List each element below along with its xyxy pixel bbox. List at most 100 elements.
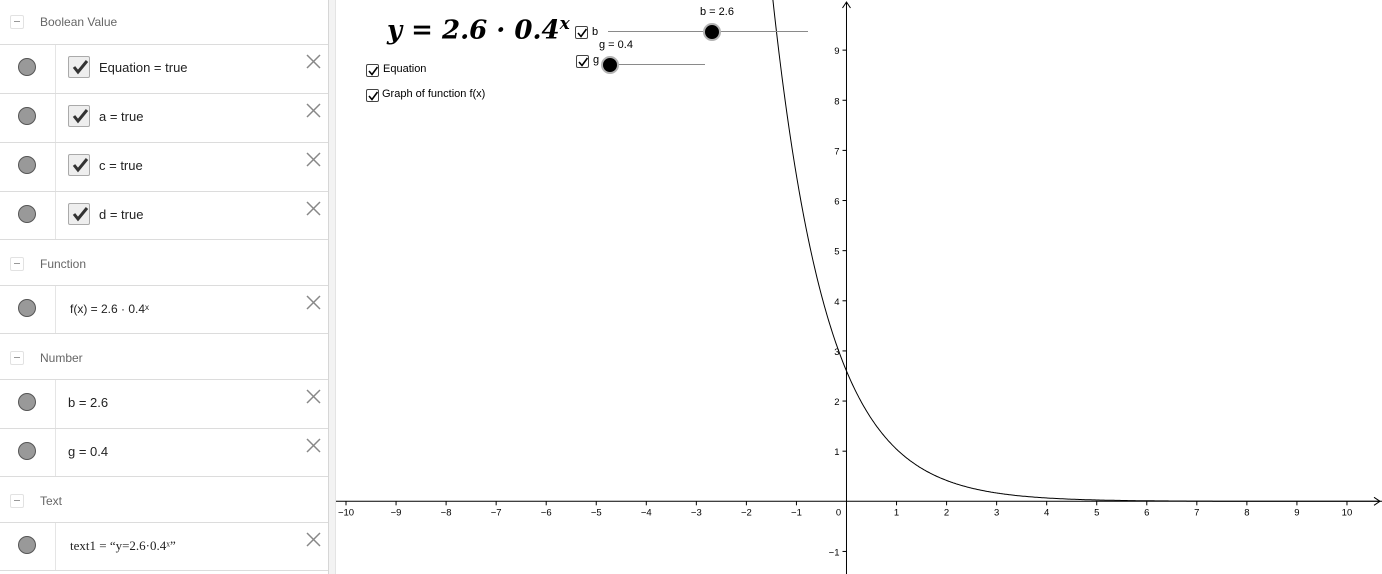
check-icon [72,207,89,222]
visibility-toggle-marble[interactable] [18,536,36,554]
checkbox-equation[interactable] [68,56,90,78]
algebra-row-text1[interactable]: text1 = “y=2.6·0.4ˣ” [0,522,328,571]
y-tick-label: 6 [834,197,839,208]
slider-b-label: b [592,26,599,38]
slider-g-value: g = 0.4 [599,39,633,51]
slider-b-value: b = 2.6 [700,6,734,18]
x-tick-label: −1 [791,507,802,518]
function-curve-f[interactable] [771,0,1382,502]
y-tick-label: 4 [834,297,839,308]
delete-icon[interactable] [305,200,322,217]
x-tick-label: 8 [1244,507,1249,518]
x-tick-label: 7 [1194,507,1199,518]
x-tick-label: −10 [338,507,354,518]
y-tick-label: 8 [834,96,839,107]
equation-exponent: x [559,14,570,34]
y-tick-label: 5 [834,247,839,258]
algebra-row-a[interactable]: a = true [0,93,328,142]
x-tick-label: −6 [541,507,552,518]
y-axis-arrow [842,1,851,9]
group-label-text: Text [40,494,63,508]
equation-text[interactable]: y = 2.6 · 0.4x [387,14,570,46]
visibility-toggle-marble[interactable] [18,58,36,76]
marble-column [0,143,56,191]
x-tick-label: 5 [1094,507,1099,518]
row-text: Equation = true [99,60,188,75]
checkbox-equation-label: Equation [383,63,427,75]
algebra-row-g[interactable]: g = 0.4 [0,428,328,477]
collapse-icon[interactable] [10,494,24,508]
algebra-row-f[interactable]: f(x) = 2.6 · 0.4ˣ [0,285,328,334]
x-tick-label: 6 [1144,507,1149,518]
visibility-toggle-marble[interactable] [18,156,36,174]
marble-column [0,380,56,428]
y-tick-label: 3 [834,347,839,358]
checkbox-c[interactable] [68,154,90,176]
y-tick-label: 2 [834,397,839,408]
collapse-icon[interactable] [10,351,24,365]
slider-b-knob[interactable] [703,23,721,41]
graph-canvas[interactable]: −10 −9 −8 −7 −6 −5 −4 −3 −2 −1 0 1 2 3 4 5 6 7 8 9 10−112345… [336,0,1382,574]
visibility-toggle-marble[interactable] [18,393,36,411]
x-tick-label: −8 [441,507,452,518]
marble-column [0,94,56,142]
x-tick-label: −3 [691,507,702,518]
delete-icon[interactable] [305,102,322,119]
group-label-boolean: Boolean Value [40,15,118,29]
row-text: g = 0.4 [68,444,109,459]
x-tick-label: −4 [641,507,652,518]
x-tick-label: −7 [491,507,502,518]
group-label-number: Number [40,351,83,365]
visibility-toggle-marble[interactable] [18,442,36,460]
delete-icon[interactable] [305,53,322,70]
row-text: b = 2.6 [68,395,109,410]
slider-g-knob[interactable] [601,56,619,74]
collapse-icon[interactable] [10,15,24,29]
check-icon [72,60,89,75]
visibility-toggle-marble[interactable] [18,205,36,223]
checkbox-d[interactable] [68,203,90,225]
visibility-toggle-marble[interactable] [18,107,36,125]
group-header-number: Number [0,336,328,380]
x-tick-label: 0 [836,507,841,518]
delete-icon[interactable] [305,531,322,548]
algebra-row-equation[interactable]: Equation = true [0,44,328,93]
visibility-toggle-marble[interactable] [18,299,36,317]
x-tick-label: 1 [894,507,899,518]
x-tick-label: −2 [741,507,752,518]
marble-column [0,286,56,333]
x-tick-label: −9 [391,507,402,518]
row-text: a = true [99,109,144,124]
x-tick-label: 3 [994,507,999,518]
check-icon [368,66,379,76]
panel-divider[interactable] [329,0,336,574]
x-tick-label: 10 [1342,507,1353,518]
delete-icon[interactable] [305,151,322,168]
row-text: f(x) = 2.6 · 0.4ˣ [70,302,149,316]
checkbox-graph-label: Graph of function f(x) [382,88,486,100]
y-tick-label: 7 [834,146,839,157]
equation-base-text: y = 2.6 · 0.4 [387,15,560,46]
check-icon [72,158,89,173]
slider-g-visibility-checkbox[interactable] [576,55,589,68]
check-icon [578,57,589,67]
algebra-row-b[interactable]: b = 2.6 [0,379,328,428]
x-tick-label: 9 [1294,507,1299,518]
slider-g-track[interactable] [610,64,705,65]
x-tick-label: 4 [1044,507,1049,518]
delete-icon[interactable] [305,294,322,311]
row-text: c = true [99,158,143,173]
row-text: d = true [99,207,144,222]
graphics-view[interactable]: −10 −9 −8 −7 −6 −5 −4 −3 −2 −1 0 1 2 3 4 5 6 7 8 9 10 −1 1 2 3 4 5… [336,0,1382,574]
slider-b-visibility-checkbox[interactable] [575,26,588,39]
checkbox-graph-graphics[interactable] [366,89,379,102]
slider-g-label: g [593,54,600,66]
collapse-icon[interactable] [10,257,24,271]
algebra-row-c[interactable]: c = true [0,142,328,191]
checkbox-equation-graphics[interactable] [366,64,379,77]
y-tick-label: −1 [829,547,840,558]
algebra-row-d[interactable]: d = true [0,191,328,240]
delete-icon[interactable] [305,437,322,454]
checkbox-a[interactable] [68,105,90,127]
delete-icon[interactable] [305,388,322,405]
